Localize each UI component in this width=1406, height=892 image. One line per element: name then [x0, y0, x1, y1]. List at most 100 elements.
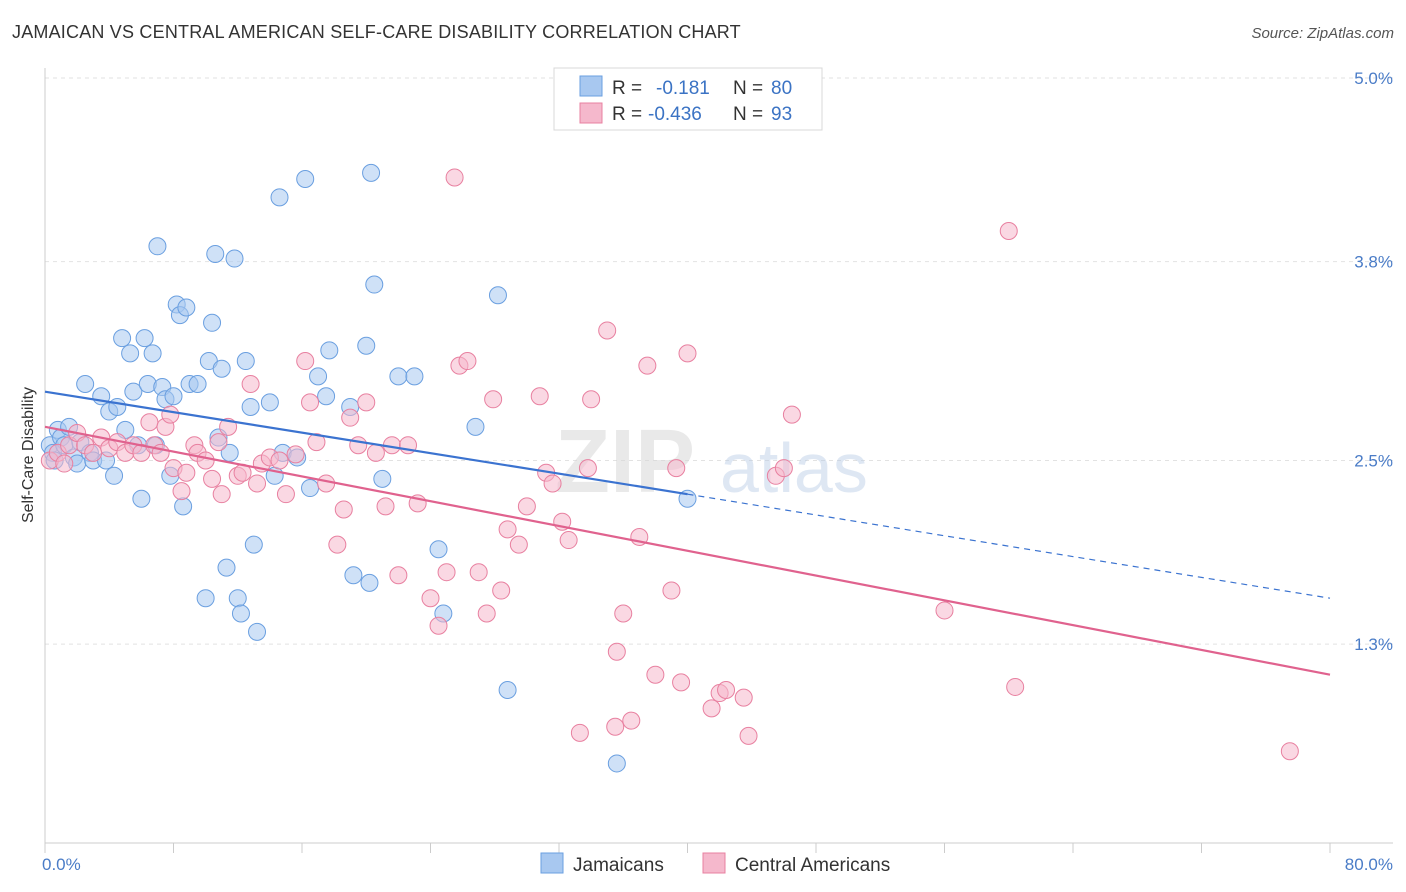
jamaican-point-38	[196, 589, 215, 608]
central-american-point-73	[598, 321, 617, 340]
central-american-point-39	[307, 433, 326, 452]
x-tick-label-1: 80.0%	[1345, 855, 1393, 874]
jamaican-point-43	[212, 359, 231, 378]
watermark-atlas: atlas	[720, 429, 868, 507]
jamaican-point-51	[244, 535, 263, 554]
central-american-point-65	[530, 387, 549, 406]
central-american-point-37	[296, 352, 315, 371]
central-american-point-60	[484, 390, 503, 409]
central-american-point-93	[935, 601, 954, 620]
jamaicans-trend-line-dashed	[687, 493, 1331, 599]
central-american-point-95	[1006, 677, 1025, 696]
central-american-point-42	[334, 500, 353, 519]
central-american-point-26	[212, 485, 231, 504]
jamaican-point-58	[296, 169, 315, 188]
jamaican-point-40	[203, 313, 222, 332]
central-american-point-79	[638, 356, 657, 375]
central-american-point-74	[606, 717, 625, 736]
central-american-point-67	[543, 474, 562, 493]
central-american-point-17	[161, 405, 180, 424]
jamaican-point-27	[148, 237, 167, 256]
central-american-point-55	[445, 168, 464, 187]
jamaican-point-59	[301, 479, 320, 498]
central-american-point-36	[286, 445, 305, 464]
legend-n-label-1: N =	[733, 78, 763, 99]
jamaican-point-55	[270, 188, 289, 207]
central-american-point-81	[662, 581, 681, 600]
bottom-legend: Jamaicans Central Americans	[540, 852, 890, 876]
trend-lines	[44, 390, 1331, 676]
central-american-point-57	[458, 352, 477, 371]
central-american-point-54	[437, 563, 456, 582]
jamaican-point-74	[466, 417, 485, 436]
central-american-point-45	[357, 393, 376, 412]
jamaican-point-60	[309, 367, 328, 386]
jamaican-point-50	[241, 397, 260, 416]
jamaican-point-70	[389, 367, 408, 386]
central-american-point-63	[509, 535, 528, 554]
central-american-point-83	[672, 673, 691, 692]
bottom-legend-swatch-central-americans	[702, 852, 726, 874]
jamaican-point-41	[206, 244, 225, 263]
central-american-point-30	[241, 375, 260, 393]
central-american-point-71	[578, 459, 597, 478]
central-americans-trend-line	[44, 425, 1331, 676]
jamaican-point-72	[429, 540, 448, 559]
jamaican-point-71	[405, 367, 424, 386]
central-american-point-84	[678, 344, 697, 363]
central-american-point-58	[469, 563, 488, 582]
central-american-point-46	[366, 443, 385, 462]
central-american-point-52	[421, 589, 440, 608]
legend-r-value-2: -0.436	[648, 104, 702, 125]
jamaican-point-34	[174, 497, 193, 516]
central-american-point-94	[999, 222, 1018, 240]
central-american-point-44	[349, 436, 368, 455]
jamaican-point-46	[225, 249, 244, 268]
legend-r-label-1: R =	[612, 78, 642, 99]
jamaican-point-25	[143, 344, 162, 363]
central-american-point-87	[717, 681, 736, 699]
central-american-point-62	[498, 520, 517, 539]
central-american-point-40	[317, 474, 336, 493]
top-legend: R = -0.181 N = 80 R = -0.436 N = 93	[553, 67, 823, 131]
central-american-point-49	[389, 566, 408, 585]
bottom-legend-swatch-jamaicans	[540, 852, 564, 874]
legend-n-value-2: 93	[771, 104, 792, 125]
jamaican-point-69	[373, 469, 392, 488]
watermark: ZIP atlas	[555, 412, 868, 512]
central-american-point-41	[328, 535, 347, 554]
jamaican-point-75	[488, 286, 507, 305]
legend-n-value-1: 80	[771, 78, 792, 99]
central-american-point-96	[1280, 742, 1299, 761]
jamaican-point-77	[607, 754, 626, 773]
central-american-point-92	[782, 405, 801, 424]
jamaican-point-31	[164, 387, 183, 406]
central-american-point-89	[739, 726, 758, 745]
bottom-legend-jamaicans: Jamaicans	[573, 855, 664, 876]
tick-labels: 1.3% 2.5% 3.8% 5.0% 0.0% 80.0%	[42, 69, 1393, 874]
central-american-point-59	[477, 604, 496, 623]
jamaican-point-61	[317, 387, 336, 406]
central-american-point-80	[646, 665, 665, 684]
jamaican-point-66	[360, 573, 379, 592]
central-american-point-88	[734, 688, 753, 707]
jamaican-point-65	[357, 336, 376, 355]
jamaican-point-20	[124, 382, 143, 401]
jamaican-point-64	[344, 566, 363, 585]
jamaican-point-9	[76, 375, 95, 393]
central-american-point-61	[492, 581, 511, 600]
y-tick-label-1: 2.5%	[1354, 452, 1393, 471]
central-american-point-69	[559, 531, 578, 550]
central-american-point-75	[607, 642, 626, 661]
central-american-point-2	[55, 454, 74, 473]
central-american-point-38	[301, 393, 320, 412]
jamaican-point-53	[260, 393, 279, 412]
chart-title: JAMAICAN VS CENTRAL AMERICAN SELF-CARE D…	[12, 22, 741, 42]
central-american-point-24	[203, 469, 222, 488]
jamaican-point-22	[132, 489, 151, 508]
jamaican-point-48	[231, 604, 250, 623]
jamaican-point-67	[362, 163, 381, 182]
x-tick-label-0: 0.0%	[42, 855, 81, 874]
jamaican-point-62	[320, 341, 339, 360]
central-american-point-34	[270, 451, 289, 470]
